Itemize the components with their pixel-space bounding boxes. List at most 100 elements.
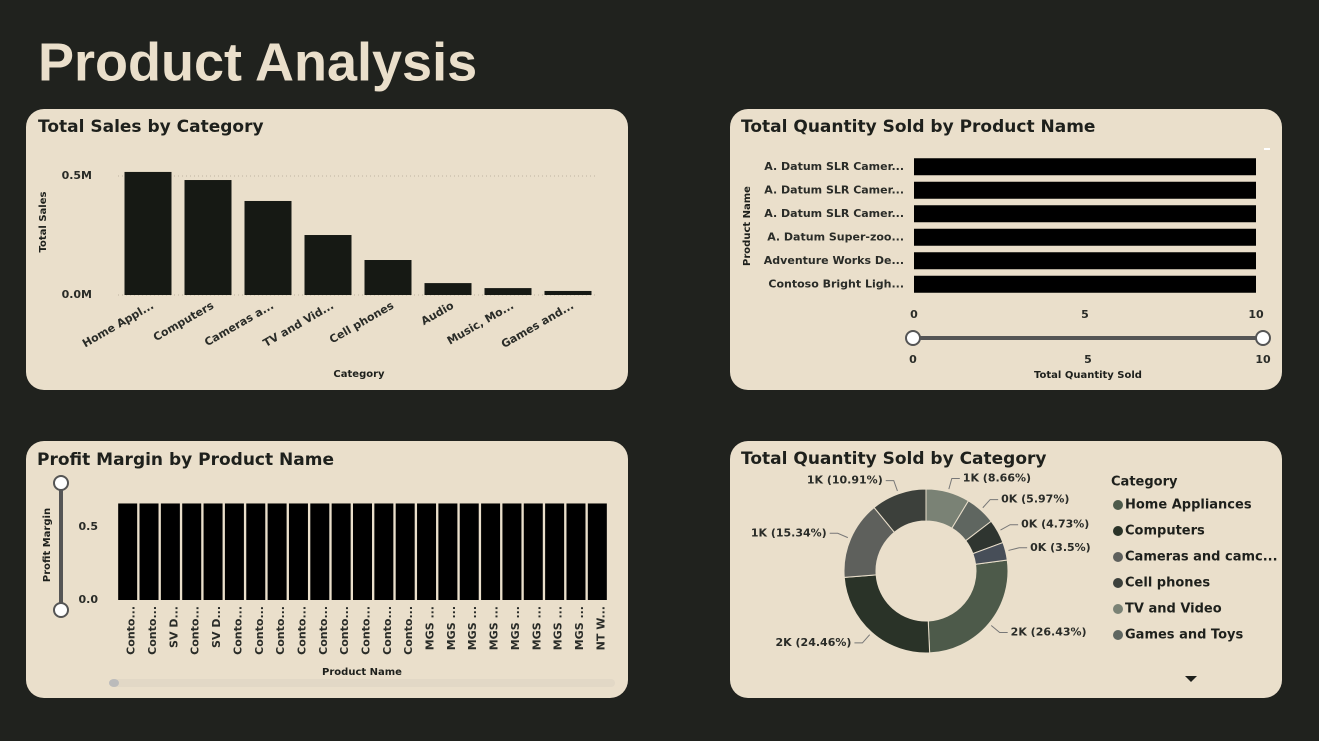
x-tick-label: MGS ... (552, 606, 565, 650)
x-tick-label: MGS ... (466, 606, 479, 650)
x-tick-label: Conto... (338, 606, 351, 655)
chart-title: Total Sales by Category (38, 117, 264, 137)
bar (304, 235, 352, 295)
x-tick-label: SV D... (210, 606, 223, 648)
data-label: 0K (3.5%) (1030, 541, 1091, 554)
y-tick-label: 0.0 (79, 593, 99, 606)
slider-handle[interactable] (53, 475, 69, 491)
leader-line (885, 480, 898, 492)
bar (545, 503, 565, 600)
x-tick-label: NT W... (594, 606, 607, 650)
leader-line (1008, 547, 1028, 551)
bar (424, 283, 472, 295)
slider-label: 10 (1255, 353, 1271, 366)
x-axis-label: Total Quantity Sold (1034, 370, 1142, 381)
bar (182, 503, 202, 600)
x-tick-label: Conto... (295, 606, 308, 655)
x-tick-label: MGS ... (573, 606, 586, 650)
legend-label: TV and Video (1125, 602, 1222, 617)
x-axis-label: Category (333, 369, 385, 380)
bar (544, 290, 592, 295)
x-axis-label: Product Name (322, 667, 402, 678)
legend-marker (1113, 630, 1123, 640)
scroll-thumb[interactable] (109, 679, 119, 687)
scrollbar[interactable] (1264, 148, 1270, 150)
legend-marker (1113, 578, 1123, 588)
bar (224, 503, 244, 600)
bar (914, 181, 1256, 199)
slider-handle[interactable] (53, 602, 69, 618)
bar (914, 275, 1256, 293)
leader-line (1000, 524, 1019, 531)
panel (730, 109, 1282, 390)
y-tick-label: A. Datum Super-zoo... (767, 230, 904, 243)
bar (160, 503, 180, 600)
y-tick-label: 0.5M (62, 169, 92, 182)
bar (438, 503, 458, 600)
bar (459, 503, 479, 600)
data-label: 0K (5.97%) (1001, 493, 1069, 506)
bar (914, 158, 1256, 176)
leader-line (982, 499, 999, 509)
chart-title: Total Quantity Sold by Product Name (741, 117, 1095, 137)
bar (310, 503, 330, 600)
y-tick-label: A. Datum SLR Camer... (764, 183, 904, 196)
bar (203, 503, 223, 600)
bar (118, 503, 138, 600)
legend-label: Cameras and camc... (1125, 550, 1278, 565)
x-tick-label: MGS ... (445, 606, 458, 650)
bar (523, 503, 543, 600)
x-tick-label: 5 (1081, 308, 1089, 321)
y-axis-label: Profit Margin (42, 508, 53, 582)
bar (587, 503, 607, 600)
leader-line (990, 625, 1008, 634)
bar (139, 503, 159, 600)
slider-handle[interactable] (905, 330, 921, 346)
y-tick-label: 0.5 (79, 520, 99, 533)
x-tick-label: Conto... (253, 606, 266, 655)
y-tick-label: A. Datum SLR Camer... (764, 160, 904, 173)
bar (484, 288, 532, 295)
y-tick-label: Adventure Works De... (764, 254, 904, 267)
bar (353, 503, 372, 600)
legend-label: Home Appliances (1125, 498, 1252, 513)
data-label: 1K (10.91%) (807, 474, 883, 487)
legend-label: Cell phones (1125, 576, 1210, 591)
x-tick-label: Conto... (402, 606, 415, 655)
bar (288, 503, 308, 600)
scrollbar[interactable] (110, 679, 615, 687)
chart-title: Profit Margin by Product Name (37, 450, 334, 470)
leader-line (854, 634, 871, 644)
legend-label: Games and Toys (1125, 628, 1243, 643)
legend-marker (1113, 500, 1123, 510)
bar (914, 228, 1256, 246)
legend-marker (1113, 526, 1123, 536)
x-tick-label: MGS ... (488, 606, 501, 650)
x-tick-label: Conto... (274, 606, 287, 655)
bar (267, 503, 287, 600)
legend-marker (1113, 604, 1123, 614)
legend-label: Computers (1125, 524, 1205, 539)
legend-scroll[interactable] (1185, 676, 1197, 682)
chart-title: Total Quantity Sold by Category (741, 449, 1047, 469)
bar (374, 503, 394, 600)
x-tick-label: SV D... (167, 606, 180, 648)
data-label: 1K (15.34%) (751, 526, 827, 539)
bar (124, 171, 172, 295)
bar (914, 205, 1256, 223)
x-tick-label: 10 (1248, 308, 1264, 321)
slider-handle[interactable] (1255, 330, 1271, 346)
legend-marker (1113, 552, 1123, 562)
page-title: Product Analysis (38, 32, 477, 92)
bar (566, 503, 586, 600)
y-axis-label: Total Sales (38, 192, 49, 253)
bar (914, 252, 1256, 270)
x-tick-label: Conto... (146, 606, 159, 655)
data-label: 2K (26.43%) (1011, 626, 1087, 639)
x-tick-label: Conto... (381, 606, 394, 655)
x-tick-label: MGS ... (509, 606, 522, 650)
x-tick-label: Conto... (360, 606, 373, 655)
leader-line (948, 478, 960, 490)
x-tick-label: Conto... (189, 606, 202, 655)
legend-title: Category (1111, 475, 1178, 490)
